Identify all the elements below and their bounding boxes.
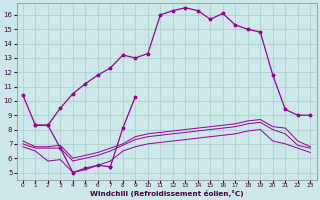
X-axis label: Windchill (Refroidissement éolien,°C): Windchill (Refroidissement éolien,°C) — [90, 190, 244, 197]
